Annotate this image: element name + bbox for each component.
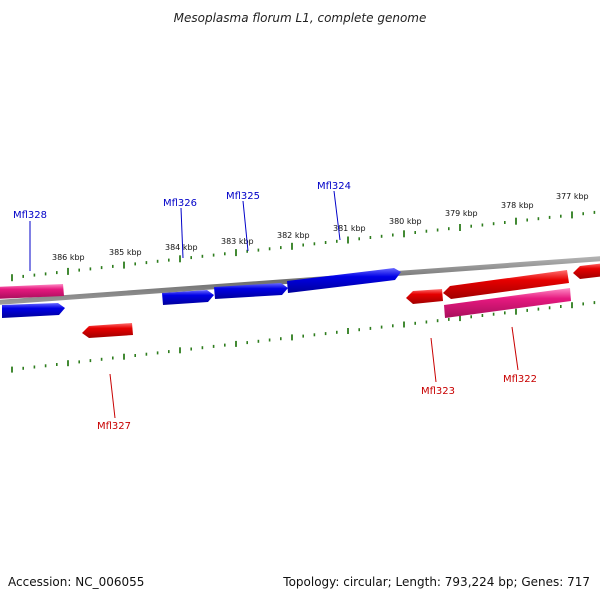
- scale-label: 377 kbp: [556, 192, 589, 201]
- scale-label: 379 kbp: [445, 209, 478, 218]
- map-title: Mesoplasma florum L1, complete genome: [174, 11, 427, 25]
- gene-arrow-reverse[interactable]: [443, 270, 569, 299]
- scale-label: 381 kbp: [333, 224, 366, 233]
- gene-arrow-forward[interactable]: [2, 303, 65, 318]
- reverse-strand-features: [82, 263, 600, 338]
- scale-label: 383 kbp: [221, 237, 254, 246]
- gene-label[interactable]: Mfl324: [317, 181, 351, 192]
- scale-label: 380 kbp: [389, 217, 422, 226]
- gene-arrow-forward[interactable]: [214, 283, 288, 299]
- gene-arrow-reverse[interactable]: [573, 263, 600, 279]
- scale-labels: 386 kbp 385 kbp 384 kbp 383 kbp 382 kbp …: [52, 192, 589, 262]
- label-leaders: [29, 190, 519, 419]
- gene-arrow-forward[interactable]: [162, 290, 214, 305]
- gene-arrow-forward[interactable]: [287, 268, 401, 293]
- gene-label[interactable]: Mfl322: [503, 374, 537, 385]
- reverse-rna-feature[interactable]: [444, 288, 571, 318]
- leader-line: [180, 207, 184, 259]
- gene-labels: Mfl328 Mfl326 Mfl325 Mfl324 Mfl327 Mfl32…: [13, 181, 537, 432]
- scale-label: 385 kbp: [109, 248, 142, 257]
- inner-tick-ring: [11, 301, 596, 373]
- gene-label[interactable]: Mfl325: [226, 191, 260, 202]
- outer-tick-ring: [11, 210, 596, 282]
- scale-label: 386 kbp: [52, 253, 85, 262]
- leader-line: [511, 326, 519, 371]
- scale-label: 378 kbp: [501, 201, 534, 210]
- gene-label[interactable]: Mfl326: [163, 198, 197, 209]
- accession-text: Accession: NC_006055: [8, 575, 144, 589]
- forward-strand-features: [0, 268, 401, 318]
- gene-label[interactable]: Mfl327: [97, 421, 131, 432]
- topology-summary: Topology: circular; Length: 793,224 bp; …: [282, 575, 590, 589]
- gene-arrow-reverse[interactable]: [406, 289, 443, 304]
- scale-label: 382 kbp: [277, 231, 310, 240]
- leader-line: [109, 373, 116, 419]
- leader-line: [430, 337, 437, 383]
- gene-label[interactable]: Mfl323: [421, 386, 455, 397]
- scale-label: 384 kbp: [165, 243, 198, 252]
- forward-rna-feature[interactable]: [0, 284, 64, 299]
- gene-arrow-reverse[interactable]: [82, 323, 133, 338]
- leader-line: [242, 200, 249, 252]
- leader-line: [333, 190, 341, 241]
- gene-label[interactable]: Mfl328: [13, 210, 47, 221]
